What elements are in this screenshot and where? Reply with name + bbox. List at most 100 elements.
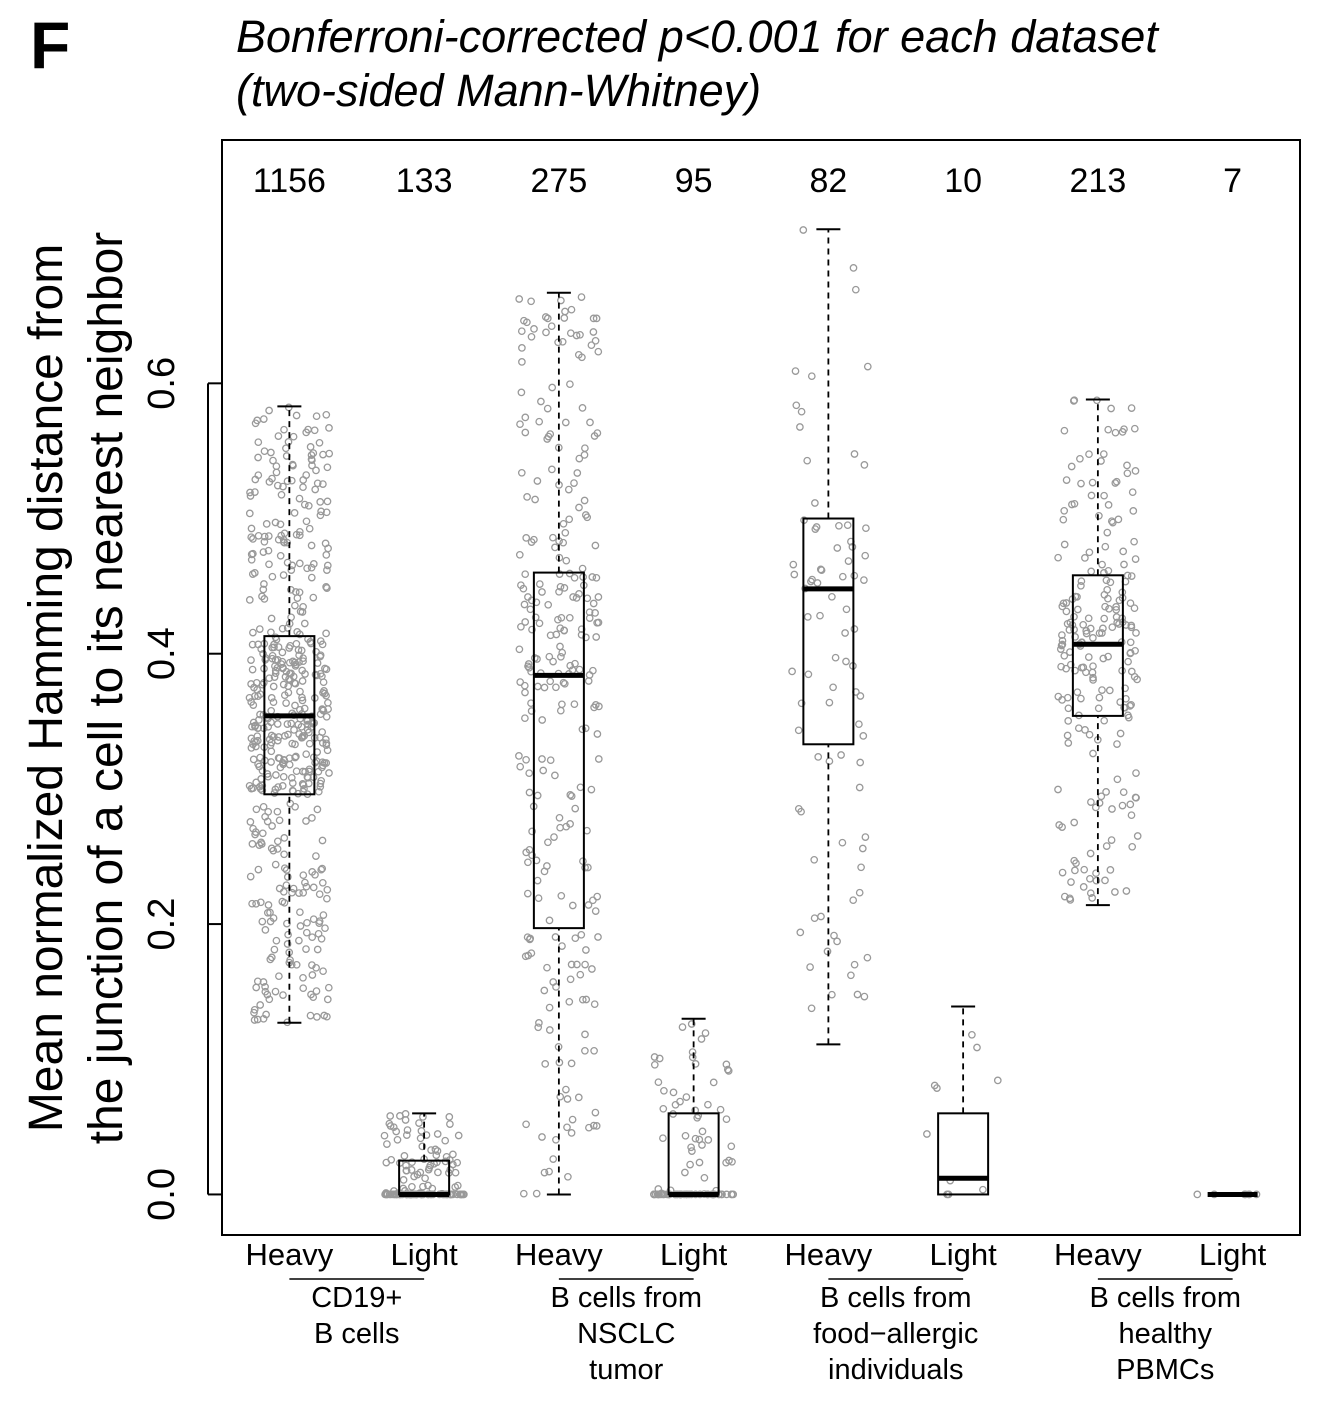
data-point — [688, 1147, 696, 1155]
data-point — [676, 1097, 684, 1106]
data-point — [1074, 724, 1083, 733]
data-point — [421, 1174, 429, 1183]
data-point — [273, 807, 282, 816]
box-4 — [667, 1017, 720, 1197]
data-point — [1116, 729, 1125, 738]
data-point — [389, 1123, 398, 1132]
data-point — [248, 840, 257, 848]
data-point — [1123, 469, 1132, 478]
data-point — [659, 1134, 667, 1143]
data-point — [1084, 614, 1093, 623]
data-point — [260, 532, 269, 541]
data-point — [682, 1093, 691, 1101]
data-point — [811, 499, 819, 507]
data-point — [275, 754, 284, 763]
data-point — [562, 1085, 570, 1094]
data-point — [1089, 634, 1097, 642]
data-point — [1079, 620, 1088, 629]
data-point — [291, 701, 299, 710]
data-point — [1124, 711, 1132, 720]
data-point — [1073, 605, 1082, 614]
data-point — [1076, 454, 1084, 463]
data-point — [299, 657, 307, 666]
data-point — [312, 963, 320, 972]
data-point — [311, 485, 320, 494]
data-point — [271, 518, 280, 527]
data-point — [581, 1030, 589, 1039]
data-point — [589, 599, 598, 608]
data-point — [282, 667, 291, 676]
data-point — [282, 866, 291, 874]
data-point — [540, 683, 549, 692]
data-point — [688, 1053, 697, 1062]
data-point — [318, 640, 327, 649]
data-point — [282, 444, 290, 453]
data-point — [251, 830, 259, 839]
box-7 — [1071, 398, 1124, 907]
data-point — [530, 325, 538, 333]
data-point — [290, 679, 299, 687]
data-point — [1095, 693, 1104, 702]
data-point — [837, 751, 845, 759]
data-point — [318, 864, 327, 873]
data-point — [256, 898, 265, 907]
data-point — [543, 314, 552, 323]
data-point — [530, 535, 538, 544]
data-point — [269, 698, 278, 707]
data-point — [1087, 567, 1096, 576]
data-point — [1126, 599, 1135, 608]
data-point — [1086, 889, 1095, 898]
data-point — [591, 541, 600, 550]
data-point — [445, 1113, 454, 1121]
data-point — [556, 642, 564, 651]
data-point — [248, 899, 256, 908]
data-point — [543, 963, 551, 972]
data-point — [830, 931, 838, 940]
data-point — [254, 453, 262, 462]
data-point — [855, 783, 864, 792]
data-point — [545, 652, 554, 661]
data-point — [550, 833, 558, 841]
data-point — [589, 328, 598, 336]
data-point — [283, 940, 292, 948]
data-point — [581, 511, 590, 519]
data-point — [1054, 785, 1062, 794]
panel-label: F — [30, 8, 70, 82]
data-point — [1095, 511, 1103, 520]
y-tick-label: 0.2 — [141, 898, 183, 951]
data-point — [548, 383, 557, 392]
data-point — [849, 896, 858, 905]
data-point — [1085, 450, 1093, 459]
data-point — [260, 447, 269, 456]
data-point — [275, 884, 284, 893]
data-point — [317, 507, 325, 516]
data-point — [459, 1190, 468, 1199]
data-point — [275, 816, 284, 825]
data-point — [577, 293, 586, 301]
data-point — [1127, 572, 1136, 580]
data-point — [519, 1189, 528, 1198]
data-point — [566, 661, 575, 670]
data-point — [525, 769, 534, 778]
data-point — [857, 863, 865, 872]
data-point — [517, 468, 526, 477]
data-point — [269, 682, 278, 691]
data-point — [521, 688, 529, 697]
data-point — [859, 732, 868, 740]
data-point — [1060, 426, 1069, 435]
data-point — [1086, 874, 1094, 883]
data-point — [1112, 603, 1120, 611]
data-point — [283, 477, 292, 486]
data-point — [1127, 404, 1136, 412]
data-point — [402, 1161, 410, 1170]
data-point — [308, 814, 316, 822]
data-point — [251, 488, 259, 496]
data-point — [386, 1112, 395, 1120]
data-point — [319, 678, 328, 687]
data-point — [544, 432, 553, 441]
data-point — [1123, 461, 1131, 470]
data-point — [322, 759, 331, 767]
data-point — [650, 1053, 659, 1061]
data-point — [291, 802, 299, 811]
data-point — [521, 618, 530, 626]
